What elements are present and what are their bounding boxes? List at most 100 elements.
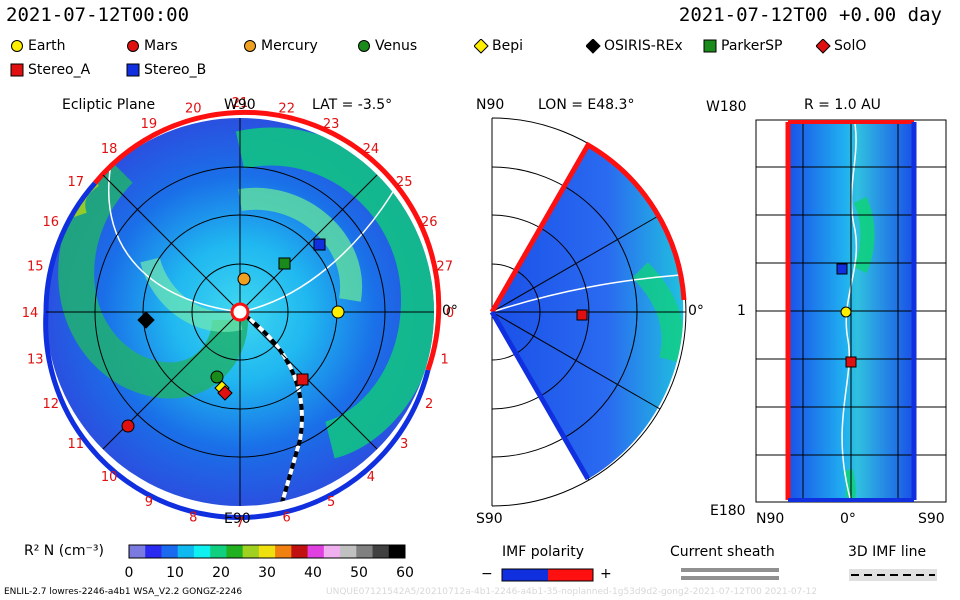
colorbar-tick-label: 60 bbox=[396, 565, 414, 581]
meridional-right-label: 0° bbox=[688, 303, 704, 319]
legend-label: Stereo_A bbox=[28, 62, 91, 78]
legend-diamond-icon bbox=[473, 37, 489, 54]
legend-circle-icon bbox=[244, 39, 256, 52]
colorbar-swatch bbox=[210, 545, 227, 558]
carrington-label: 14 bbox=[22, 306, 39, 321]
date-left: 2021-07-12T00:00 bbox=[6, 4, 190, 26]
meridional-top-label: N90 bbox=[476, 97, 505, 113]
stereo-a-marker bbox=[296, 373, 309, 386]
colorbar-swatch bbox=[193, 545, 211, 558]
legend-circle-icon bbox=[127, 39, 139, 52]
carrington-label: 23 bbox=[323, 117, 340, 132]
rdisk-x-mid: 0° bbox=[840, 511, 856, 527]
colorbar: 0 10 20 30 40 50 60 bbox=[125, 544, 414, 581]
imf-polarity-bar bbox=[501, 568, 594, 582]
solo-marker bbox=[217, 385, 233, 401]
footer-version: ENLIL-2.7 lowres-2246-a4b1 WSA_V2.2 GONG… bbox=[4, 587, 243, 597]
earth-marker bbox=[331, 305, 345, 319]
legend-label: Earth bbox=[28, 38, 66, 54]
carrington-label: 16 bbox=[43, 215, 60, 230]
legend-label: Venus bbox=[375, 38, 418, 54]
imf-polarity-label: IMF polarity bbox=[502, 544, 585, 560]
date-right: 2021-07-12T00 +0.00 day bbox=[678, 4, 942, 26]
ecliptic-panel bbox=[43, 109, 442, 520]
colorbar-tick-label: 0 bbox=[125, 565, 134, 581]
carrington-label: 26 bbox=[421, 215, 438, 230]
colorbar-swatch bbox=[340, 545, 357, 558]
rdisk-left-mid: 1 bbox=[737, 303, 746, 319]
colorbar-swatch bbox=[275, 545, 292, 558]
legend-square-icon bbox=[126, 63, 140, 76]
colorbar-tick-label: 10 bbox=[166, 565, 184, 581]
sun-marker bbox=[230, 302, 250, 322]
ecliptic-bottom-label: E90 bbox=[224, 511, 251, 527]
mars-marker bbox=[121, 419, 135, 433]
legend-label: Mars bbox=[144, 38, 178, 54]
carrington-label: 27 bbox=[436, 259, 453, 274]
carrington-label: 21 bbox=[232, 96, 249, 111]
object-markers bbox=[121, 238, 857, 433]
carrington-label: 17 bbox=[68, 175, 85, 190]
carrington-label: 9 bbox=[145, 495, 153, 510]
rdisk-top-label: W180 bbox=[706, 99, 747, 115]
earth-rdisk-marker bbox=[840, 306, 852, 318]
carrington-label: 1 bbox=[441, 353, 449, 368]
colorbar-swatch bbox=[177, 545, 195, 558]
rdisk-bottom-label: E180 bbox=[710, 503, 746, 519]
osiris-marker bbox=[137, 311, 155, 329]
meridional-bottom-label: S90 bbox=[476, 511, 503, 527]
stereo-a-meridional-marker bbox=[576, 309, 588, 321]
stereo-b-rdisk-marker bbox=[836, 263, 848, 275]
colorbar-swatch bbox=[323, 545, 341, 558]
rdisk-x-right: S90 bbox=[918, 511, 945, 527]
carrington-label: 4 bbox=[367, 470, 375, 485]
legend-label: Mercury bbox=[261, 38, 318, 54]
current-sheath-sample bbox=[681, 568, 779, 580]
carrington-label: 12 bbox=[43, 397, 60, 412]
venus-marker bbox=[210, 370, 224, 384]
carrington-label: 11 bbox=[68, 437, 85, 452]
carrington-label: 7 bbox=[236, 516, 244, 531]
imf-line-sample bbox=[849, 569, 937, 581]
legend-item-bepi: Bepi bbox=[473, 37, 523, 54]
carrington-label: 18 bbox=[101, 142, 118, 157]
legend-label: SolO bbox=[834, 38, 867, 54]
legend-diamond-icon bbox=[585, 37, 601, 54]
carrington-label: 15 bbox=[27, 259, 44, 274]
parker-marker bbox=[278, 257, 291, 270]
colorbar-swatch bbox=[291, 545, 309, 558]
legend-item-venus: Venus bbox=[357, 38, 417, 54]
legend-square-icon bbox=[703, 39, 717, 52]
carrington-label: 5 bbox=[327, 495, 335, 510]
legend-item-earth: Earth bbox=[10, 38, 66, 54]
carrington-label: 19 bbox=[141, 117, 158, 132]
carrington-label: 6 bbox=[283, 511, 291, 526]
legend-circle-icon bbox=[358, 39, 370, 52]
legend-item-mars: Mars bbox=[126, 38, 178, 54]
carrington-label: 10 bbox=[101, 470, 118, 485]
rdisk-title: R = 1.0 AU bbox=[804, 97, 881, 113]
carrington-label: 22 bbox=[278, 101, 295, 116]
colorbar-swatch bbox=[258, 545, 276, 558]
imf-plus: + bbox=[600, 566, 612, 582]
carrington-label: 24 bbox=[363, 142, 380, 157]
legend-item-mercury: Mercury bbox=[243, 38, 318, 54]
legend-label: Bepi bbox=[492, 38, 523, 54]
ecliptic-title: Ecliptic Plane bbox=[62, 97, 156, 113]
colorbar-tick-label: 30 bbox=[258, 565, 276, 581]
legend-label: OSIRIS-REx bbox=[604, 38, 683, 54]
colorbar-frame bbox=[128, 544, 406, 559]
mercury-marker bbox=[237, 272, 251, 286]
legend-diamond-icon bbox=[815, 37, 831, 54]
carrington-label: 8 bbox=[189, 511, 197, 526]
legend-item-parkersp: ParkerSP bbox=[703, 38, 782, 54]
colorbar-swatch bbox=[129, 545, 146, 558]
carrington-label: 13 bbox=[27, 353, 44, 368]
carrington-label: 2 bbox=[425, 397, 433, 412]
colorbar-tick-label: 20 bbox=[212, 565, 230, 581]
colorbar-swatch bbox=[242, 545, 260, 558]
colorbar-swatch bbox=[388, 545, 406, 558]
colorbar-tick-label: 50 bbox=[350, 565, 368, 581]
